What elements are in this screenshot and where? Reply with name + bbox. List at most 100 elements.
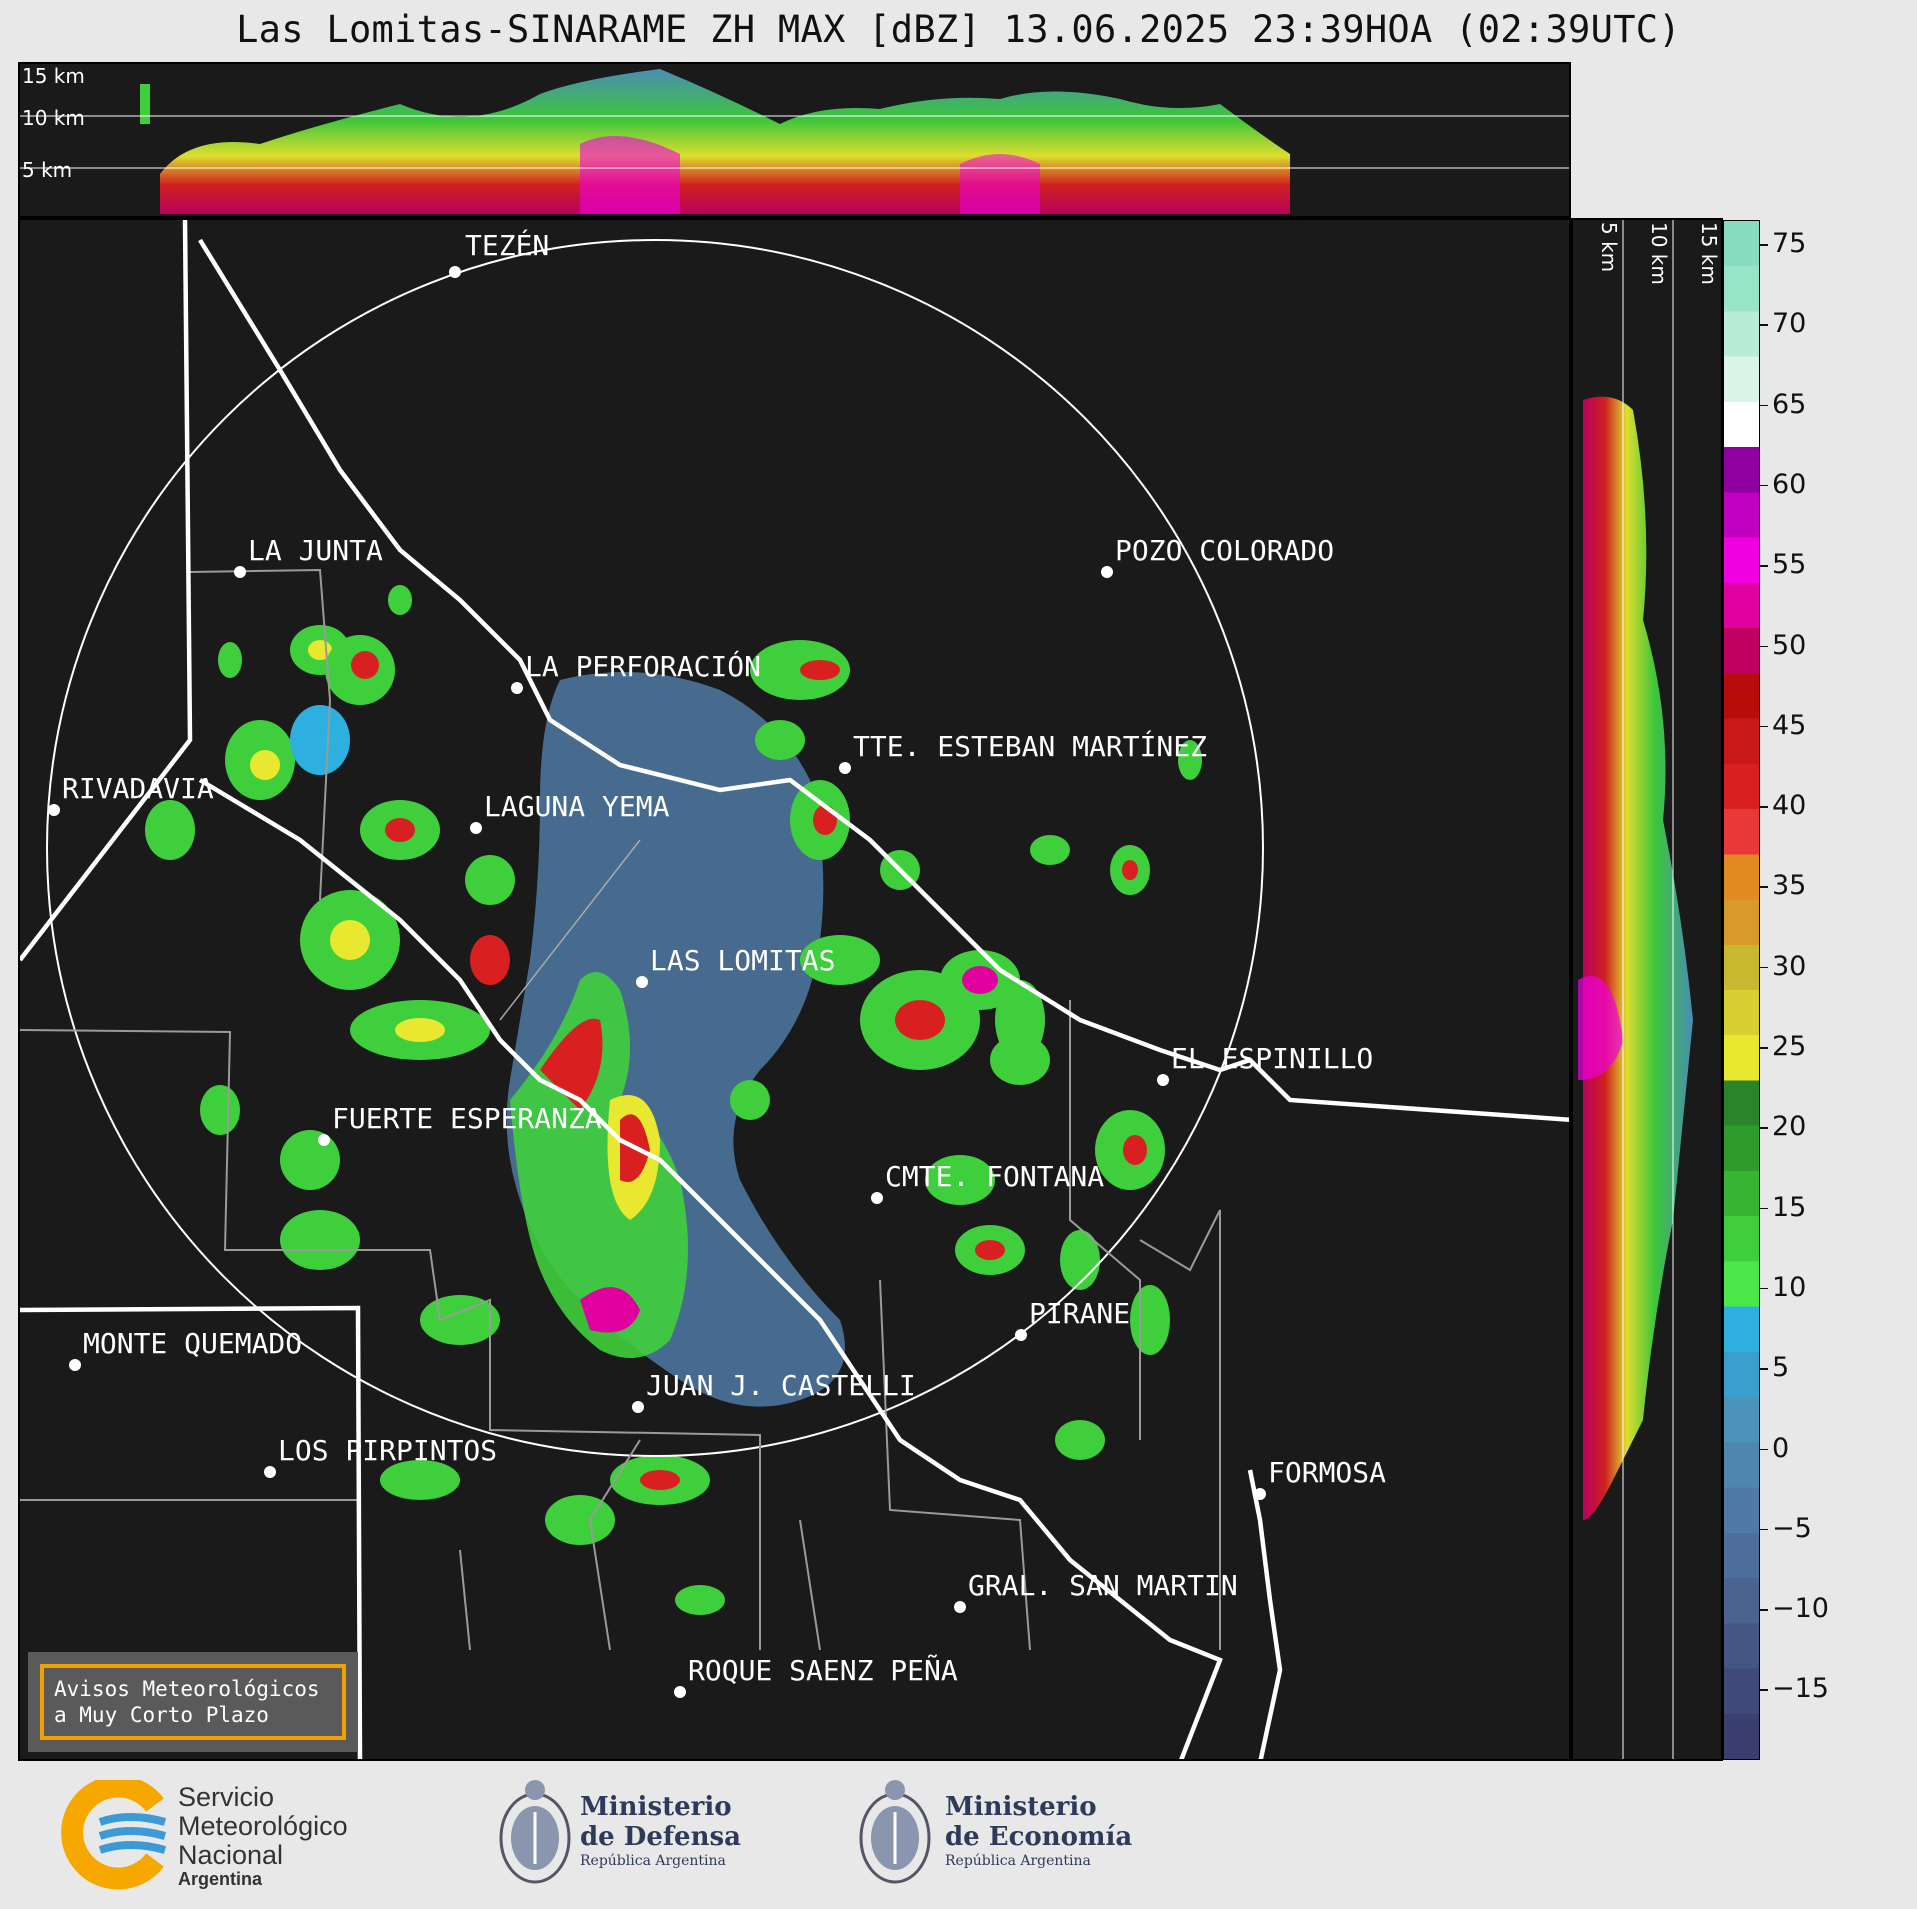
city-dot-formosa [1254, 1488, 1266, 1500]
top-label-15km: 15 km [22, 64, 85, 88]
colorbar-tick-label: −10 [1772, 1593, 1829, 1625]
city-dot-fuerte-esperanza [318, 1134, 330, 1146]
defensa-emblem-icon [499, 1780, 571, 1884]
colorbar-tick-label: −5 [1772, 1512, 1812, 1544]
colorbar-tick-label: 35 [1772, 870, 1807, 902]
side-profile-svg [1578, 220, 1693, 1759]
colorbar-tick-mark [1760, 725, 1768, 728]
side-echo-band [1583, 396, 1693, 1520]
top-label-5km: 5 km [22, 158, 73, 182]
colorbar-tick-mark [1760, 1368, 1768, 1370]
colorbar-tick-mark [1760, 484, 1768, 487]
map-title: Las Lomitas-SINARAME ZH MAX [dBZ] 13.06.… [236, 8, 1681, 51]
side-label-5km: 5 km [1597, 222, 1621, 273]
top-height-profile: 15 km 10 km 5 km [18, 62, 1571, 218]
colorbar-tick-mark [1760, 1689, 1768, 1691]
city-label-las-lomitas: LAS LOMITAS [650, 944, 835, 977]
avisos-line-1: Avisos Meteorológicos [54, 1677, 320, 1701]
smn-logo: Servicio Meteorológico Nacional Argentin… [55, 1780, 395, 1890]
city-label-el-espinillo: EL ESPINILLO [1171, 1042, 1373, 1075]
colorbar-tick-label: 10 [1772, 1271, 1807, 1303]
colorbar-tick-label: 15 [1772, 1191, 1807, 1223]
top-echo-band [160, 69, 1290, 214]
economia-emblem-icon [859, 1780, 931, 1884]
smn-line-4: Argentina [178, 1869, 263, 1889]
smn-line-1: Servicio [178, 1782, 275, 1812]
defensa-line-2: de Defensa [580, 1822, 741, 1852]
city-label-los-pirpintos: LOS PIRPINTOS [278, 1434, 497, 1467]
colorbar-tick-mark [1760, 1528, 1768, 1531]
smn-line-2: Meteorológico [178, 1811, 348, 1841]
colorbar-tick-label: 25 [1772, 1031, 1807, 1062]
colorbar-tick-mark [1760, 324, 1768, 326]
city-label-monte-quemado: MONTE QUEMADO [83, 1327, 302, 1360]
colorbar-tick-label: 65 [1772, 388, 1807, 420]
city-markers: TEZÉN LA JUNTA POZO COLORADO LA PERFORAC… [48, 228, 1386, 1698]
top-profile-svg [20, 69, 1569, 214]
city-label-fuerte-esperanza: FUERTE ESPERANZA [332, 1102, 602, 1135]
economia-line-3: República Argentina [945, 1853, 1091, 1869]
avisos-inner: Avisos Meteorológicos a Muy Corto Plazo [40, 1664, 346, 1740]
top-echo-left [140, 84, 150, 124]
economia-logo: Ministerio de Economía República Argenti… [855, 1772, 1135, 1902]
range-ring [46, 239, 1264, 1457]
city-dot-el-espinillo [1157, 1074, 1169, 1086]
radar-map[interactable]: TEZÉN LA JUNTA POZO COLORADO LA PERFORAC… [18, 218, 1571, 1761]
colorbar-tick-mark [1760, 1609, 1768, 1611]
city-dot-monte-quemado [69, 1359, 81, 1371]
convective-core-d [580, 1287, 640, 1333]
colorbar-tick-mark [1760, 244, 1768, 246]
convective-core-a [540, 1018, 603, 1110]
colorbar-tick-label: 50 [1772, 629, 1807, 661]
colorbar-tick-mark [1760, 645, 1768, 647]
city-label-gral-san-martin: GRAL. SAN MARTIN [968, 1569, 1238, 1602]
city-label-tezen: TEZÉN [465, 228, 549, 262]
city-dot-la-perforacion [511, 682, 523, 694]
colorbar-tick-mark [1760, 886, 1768, 888]
defensa-line-1: Ministerio [580, 1792, 732, 1822]
city-label-la-junta: LA JUNTA [248, 534, 383, 567]
colorbar-tick-label: 45 [1772, 709, 1807, 741]
city-dot-roque-saenz-pena [674, 1686, 686, 1698]
smn-line-3: Nacional [178, 1840, 284, 1870]
colorbar-tick-label: 60 [1772, 468, 1807, 500]
city-dot-la-junta [234, 566, 246, 578]
city-dot-tezen [449, 266, 461, 278]
city-label-roque-saenz-pena: ROQUE SAENZ PEÑA [688, 1653, 958, 1687]
city-dot-las-lomitas [636, 976, 648, 988]
city-label-tte-esteban-martinez: TTE. ESTEBAN MARTÍNEZ [853, 729, 1207, 763]
top-core-1 [580, 136, 680, 214]
city-label-formosa: FORMOSA [1268, 1456, 1386, 1489]
side-label-15km: 15 km [1697, 222, 1721, 285]
defensa-line-3: República Argentina [580, 1853, 726, 1869]
economia-line-2: de Economía [945, 1822, 1133, 1852]
scattered-cells [145, 585, 1202, 1615]
city-label-pirane: PIRANE [1029, 1297, 1130, 1330]
colorbar-tick-mark [1760, 1448, 1768, 1450]
city-dot-juan-j-castelli [632, 1401, 644, 1413]
top-label-10km: 10 km [22, 106, 85, 130]
colorbar-tick-mark [1760, 1127, 1768, 1129]
colorbar-tick-mark [1760, 1047, 1768, 1049]
city-label-cmte-fontana: CMTE. FONTANA [885, 1160, 1104, 1193]
side-core [1578, 976, 1623, 1080]
colorbar-tick-label: 55 [1772, 549, 1807, 581]
colorbar-tick-mark [1760, 806, 1768, 808]
colorbar-tick-label: 0 [1772, 1432, 1790, 1464]
dbz-colorbar [1723, 220, 1760, 1760]
colorbar-tick-mark [1760, 1287, 1768, 1290]
city-dot-tte-esteban-martinez [839, 762, 851, 774]
colorbar-tick-label: −15 [1772, 1673, 1829, 1705]
city-dot-gral-san-martin [954, 1601, 966, 1613]
city-label-la-perforacion: LA PERFORACIÓN [525, 649, 761, 683]
city-dot-pozo-colorado [1101, 566, 1113, 578]
colorbar-tick-mark [1760, 404, 1768, 407]
city-label-juan-j-castelli: JUAN J. CASTELLI [646, 1369, 916, 1402]
avisos-box[interactable]: Avisos Meteorológicos a Muy Corto Plazo [28, 1652, 358, 1752]
city-dot-rivadavia [48, 804, 60, 816]
city-label-laguna-yema: LAGUNA YEMA [484, 790, 670, 823]
colorbar-tick-label: 40 [1772, 790, 1807, 822]
city-dot-pirane [1015, 1329, 1027, 1341]
colorbar-tick-label: 75 [1772, 228, 1807, 259]
colorbar-tick-label: 70 [1772, 308, 1807, 340]
